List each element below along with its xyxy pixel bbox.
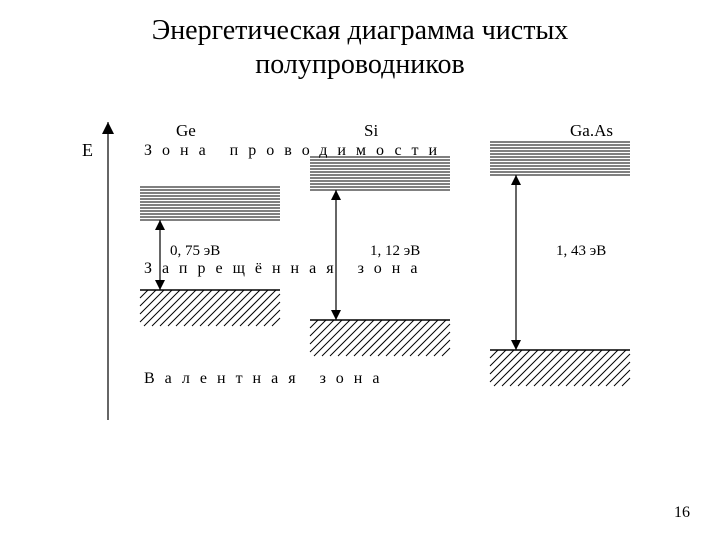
material-label-si: Si: [364, 121, 378, 141]
valence-band-label: Валентная зона: [144, 370, 389, 388]
gap-label-si: 1, 12 эВ: [370, 243, 420, 260]
conduction-band-label: Зона проводимости: [144, 142, 447, 160]
page-number: 16: [674, 504, 690, 522]
forbidden-band-label: Запрещённая зона: [144, 260, 427, 278]
material-label-gaas: Ga.As: [570, 121, 613, 141]
gap-label-ge: 0, 75 эВ: [170, 243, 220, 260]
gap-label-gaas: 1, 43 эВ: [556, 243, 606, 260]
material-label-ge: Ge: [176, 121, 196, 141]
